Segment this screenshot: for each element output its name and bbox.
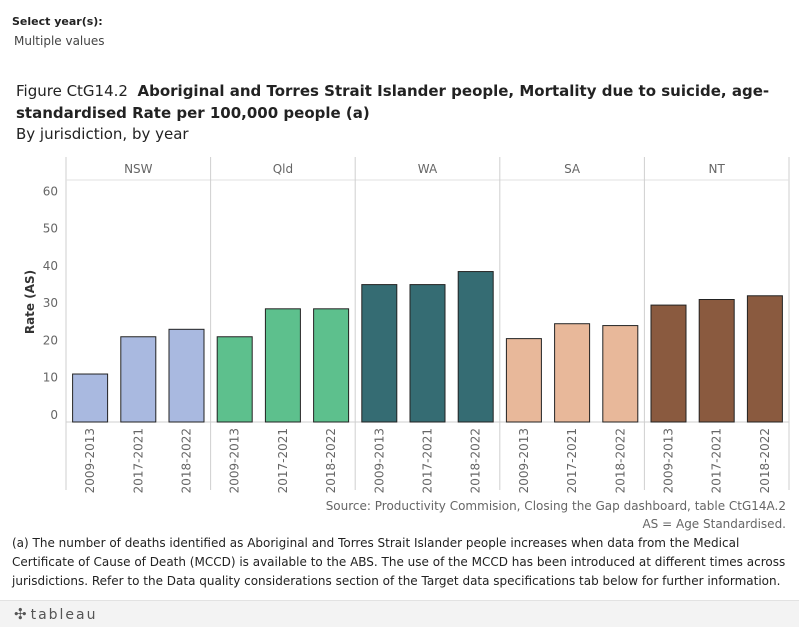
- panel-header-nt: NT: [709, 162, 726, 176]
- x-tick-label: 2017-2021: [565, 428, 579, 493]
- chart-subtitle: By jurisdiction, by year: [16, 125, 189, 143]
- x-tick-label: 2018-2022: [613, 428, 627, 493]
- x-tick-label: 2009-2013: [372, 428, 386, 493]
- figure-title: Aboriginal and Torres Strait Islander pe…: [16, 82, 770, 122]
- x-tick-label: 2018-2022: [180, 428, 194, 493]
- filter-label: Select year(s):: [12, 15, 103, 28]
- chart-title: Figure CtG14.2 Aboriginal and Torres Str…: [16, 80, 776, 124]
- bar-nsw-2009-2013: [72, 373, 109, 423]
- bar-qld-2017-2021: [264, 308, 301, 423]
- x-tick-label: 2009-2013: [228, 428, 242, 493]
- bar-qld-2018-2022: [313, 308, 350, 423]
- y-tick-label: 30: [43, 296, 58, 310]
- x-tick-label: 2018-2022: [758, 428, 772, 493]
- bar-wa-2018-2022: [457, 271, 494, 423]
- bar-wa-2009-2013: [361, 284, 398, 423]
- bar-nt-2018-2022: [746, 295, 783, 423]
- footnote: (a) The number of deaths identified as A…: [12, 536, 786, 588]
- year-filter-value[interactable]: Multiple values: [14, 34, 105, 48]
- y-tick-label: 0: [50, 408, 58, 422]
- bar-nt-2009-2013: [650, 304, 687, 423]
- y-tick-label: 50: [43, 222, 58, 236]
- x-tick-label: 2009-2013: [517, 428, 531, 493]
- y-tick-label: 10: [43, 371, 58, 385]
- bar-sa-2017-2021: [554, 323, 591, 423]
- tableau-toolbar: ✣ tableau: [0, 600, 799, 627]
- source-note: Source: Productivity Commision, Closing …: [325, 499, 786, 513]
- bar-chart: Rate (AS) 0 10 20 30 40 50 60 NSW 2009-2013 2017-2…: [23, 157, 790, 493]
- tableau-logo-text: tableau: [30, 607, 98, 623]
- bar-nt-2017-2021: [698, 299, 735, 423]
- panel-header-wa: WA: [418, 162, 438, 176]
- x-tick-label: 2017-2021: [131, 428, 145, 493]
- tableau-plus-icon: ✣: [14, 605, 29, 623]
- panel-header-sa: SA: [564, 162, 581, 176]
- tableau-logo[interactable]: ✣ tableau: [14, 605, 98, 623]
- y-axis-label: Rate (AS): [23, 270, 37, 334]
- x-tick-label: 2018-2022: [469, 428, 483, 493]
- bar-qld-2009-2013: [216, 336, 253, 423]
- y-tick-label: 20: [43, 333, 58, 347]
- bar-sa-2009-2013: [505, 338, 542, 423]
- bar-nsw-2017-2021: [120, 336, 157, 423]
- figure-number: Figure CtG14.2: [16, 82, 128, 100]
- x-tick-label: 2009-2013: [83, 428, 97, 493]
- panel-header-qld: Qld: [273, 162, 293, 176]
- y-tick-label: 40: [43, 259, 58, 273]
- x-tick-label: 2017-2021: [710, 428, 724, 493]
- y-tick-label: 60: [43, 184, 58, 198]
- x-tick-label: 2017-2021: [421, 428, 435, 493]
- as-note: AS = Age Standardised.: [642, 517, 786, 531]
- x-tick-label: 2018-2022: [324, 428, 338, 493]
- x-tick-label: 2009-2013: [662, 428, 676, 493]
- x-tick-label: 2017-2021: [276, 428, 290, 493]
- bar-wa-2017-2021: [409, 284, 446, 423]
- bar-sa-2018-2022: [602, 325, 639, 423]
- bar-nsw-2018-2022: [168, 328, 205, 423]
- panel-header-nsw: NSW: [124, 162, 153, 176]
